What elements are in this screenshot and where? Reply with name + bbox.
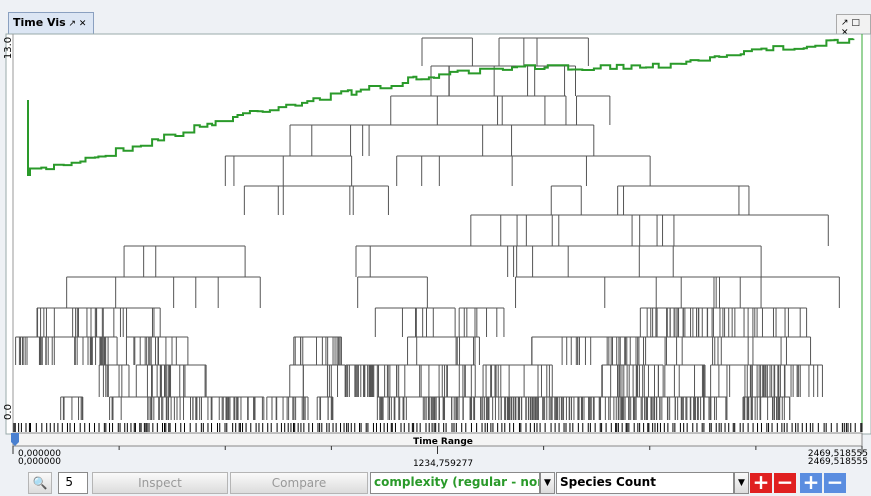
y-max-label: 13.0 xyxy=(3,37,14,59)
remove-blue[interactable]: − xyxy=(824,472,846,493)
compare-button[interactable]: Compare xyxy=(230,472,368,494)
tab-title: Time Vis xyxy=(13,16,66,29)
measure-combo[interactable]: Species Count xyxy=(556,472,734,494)
start-label: 0,000000 xyxy=(18,457,61,467)
spinner[interactable]: 5 xyxy=(58,472,88,494)
end-label: 2469,518555 xyxy=(808,449,868,459)
complexity-line xyxy=(27,38,855,176)
time-range-label: Time Range xyxy=(413,437,473,447)
add-red[interactable]: + xyxy=(750,472,772,493)
measure-arrow[interactable]: ▼ xyxy=(734,472,749,494)
end-label: 2469,518555 xyxy=(808,457,868,467)
slider-thumb[interactable] xyxy=(11,433,19,446)
inspect-button[interactable]: Inspect xyxy=(92,472,228,494)
event-strip xyxy=(13,423,863,432)
metric-label: complexity (regular - normali... xyxy=(374,475,539,489)
inspect-label: Inspect xyxy=(138,476,182,490)
tab[interactable]: Time Vis ↗ ✕ xyxy=(8,12,94,34)
compare-label: Compare xyxy=(271,476,327,490)
y-min-label: 0.0 xyxy=(3,404,14,420)
spinner-value: 5 xyxy=(65,475,73,489)
start-label: 0,000000 xyxy=(18,449,61,459)
tree xyxy=(15,37,840,420)
remove-red[interactable]: − xyxy=(774,472,796,493)
metric-arrow[interactable]: ▼ xyxy=(540,472,555,494)
mid-label: 1234,759277 xyxy=(413,459,473,469)
plot-frame xyxy=(5,33,871,435)
add-blue[interactable]: + xyxy=(800,472,822,493)
plot: 13.0 0.0 Time Range 0,000000 0,000000 12… xyxy=(3,33,871,469)
metric-combo[interactable]: complexity (regular - normali... xyxy=(370,472,540,494)
measure-label: Species Count xyxy=(560,475,656,489)
time-ticks xyxy=(12,446,863,454)
zoom-button[interactable]: 🔍 xyxy=(28,472,52,494)
